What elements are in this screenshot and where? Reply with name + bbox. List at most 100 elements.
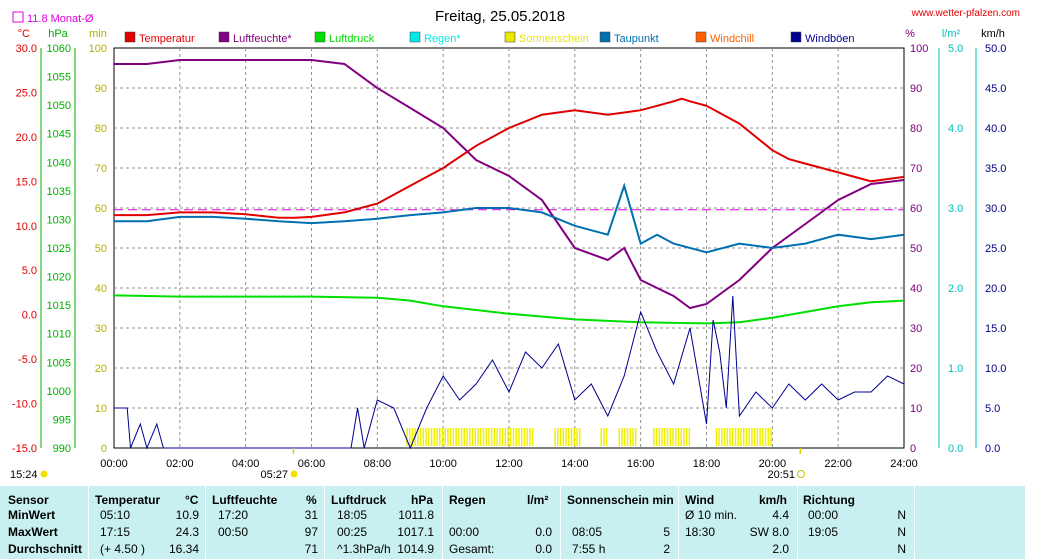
pressure-tick-label: 1040 [47, 157, 71, 169]
legend-swatch [790, 31, 802, 43]
sun-unit: min [89, 28, 107, 40]
humidity-tick-label: 50 [910, 243, 922, 255]
legend-swatch [409, 31, 421, 43]
stats-cell-dir-t: 19:05 [808, 525, 839, 539]
legend-label: Temperatur [139, 33, 195, 45]
header-humidity: Luftfeuchte [212, 493, 278, 507]
wind-tick-label: 20.0 [985, 283, 1006, 295]
wind-tick-label: 5.0 [985, 403, 1000, 415]
temp-tick-label: 5.0 [22, 265, 37, 277]
sun-tick-label: 90 [95, 83, 107, 95]
statistics-table: Sensor Temperatur °C Luftfeuchte % Luftd… [0, 486, 1025, 559]
humidity-tick-label: 40 [910, 283, 922, 295]
sun-tick-label: 20 [95, 363, 107, 375]
legend-label: Sonnenschein [519, 33, 589, 45]
stats-cell-press-t: 00:25 [337, 525, 368, 539]
pressure-tick-label: 1035 [47, 186, 71, 198]
wind-tick-label: 35.0 [985, 163, 1006, 175]
x-tick-label: 16:00 [627, 458, 655, 470]
header-humidity-unit: % [306, 493, 317, 507]
sun-tick-label: 40 [95, 283, 107, 295]
x-tick-label: 22:00 [824, 458, 852, 470]
header-wind-unit: km/h [759, 493, 788, 507]
rain-tick-label: 3.0 [948, 203, 963, 215]
sun-tick-label: 50 [95, 243, 107, 255]
temp-tick-label: 15.0 [16, 176, 37, 188]
pressure-tick-label: 1005 [47, 357, 71, 369]
legend-swatch [218, 31, 230, 43]
sun-tick-label: 70 [95, 163, 107, 175]
stats-cell-temp-t: 17:15 [100, 525, 131, 539]
wind-tick-label: 45.0 [985, 83, 1006, 95]
sun-tick-label: 100 [89, 43, 107, 55]
pressure-tick-label: 1030 [47, 214, 71, 226]
stats-cell-hum-v: 71 [304, 542, 318, 556]
axes: 30.0 25.0 20.0 15.0 10.0 5.0 0.0 -5.0 -10.0 -15.0… [12, 43, 1007, 470]
wind-tick-label: 25.0 [985, 243, 1006, 255]
temp-tick-label: 20.0 [16, 132, 37, 144]
pressure-tick-label: 1055 [47, 72, 71, 84]
rain-tick-label: 5.0 [948, 43, 963, 55]
legend-swatch [124, 31, 136, 43]
rain-tick-label: 4.0 [948, 123, 963, 135]
legend-label: Luftdruck [329, 33, 375, 45]
pressure-tick-label: 1000 [47, 386, 71, 398]
sunset-icon [797, 470, 805, 478]
header-temperature-unit: °C [185, 493, 199, 507]
stats-cell-wind-v: SW 8.0 [749, 525, 789, 539]
pressure-tick-label: 1010 [47, 329, 71, 341]
stats-row-label: Durchschnitt [8, 542, 83, 556]
sun-tick-label: 10 [95, 403, 107, 415]
stats-cell-sun-v: 5 [663, 525, 670, 539]
wind-unit: km/h [981, 28, 1005, 40]
rain-tick-label: 2.0 [948, 283, 963, 295]
stats-cell-dir-t: 00:00 [808, 508, 839, 522]
sun-tick-label: 60 [95, 203, 107, 215]
stats-cell-hum-v: 97 [304, 525, 318, 539]
temp-tick-label: 25.0 [16, 87, 37, 99]
x-tick-label: 14:00 [561, 458, 589, 470]
wind-tick-label: 10.0 [985, 363, 1006, 375]
temp-tick-label: -5.0 [18, 354, 37, 366]
x-tick-label: 06:00 [298, 458, 326, 470]
temp-unit: °C [18, 28, 30, 40]
stats-cell-temp-t: 05:10 [100, 508, 131, 522]
legend-swatch [695, 31, 707, 43]
stats-cell-temp-v: 10.9 [175, 508, 199, 522]
stats-cell-rain-v: 0.0 [535, 525, 552, 539]
series-luftdruck [113, 294, 905, 325]
stats-cell-rain-t: Gesamt: [449, 542, 495, 556]
humidity-tick-label: 90 [910, 83, 922, 95]
wind-tick-label: 15.0 [985, 323, 1006, 335]
header-temperature: Temperatur [95, 493, 161, 507]
x-tick-label: 24:00 [890, 458, 918, 470]
stats-cell-wind-t: 18:30 [685, 525, 716, 539]
stats-cell-press-t: ^1.3hPa/h [337, 542, 391, 556]
humidity-tick-label: 80 [910, 123, 922, 135]
month-average-icon [12, 11, 24, 23]
sun-tick-label: 30 [95, 323, 107, 335]
header-pressure: Luftdruck [331, 493, 387, 507]
legend-swatch [599, 31, 611, 43]
pressure-tick-label: 995 [53, 414, 71, 426]
stats-cell-sun-v: 2 [663, 542, 670, 556]
stats-cell-dir-v: N [897, 525, 906, 539]
sunshine-bars [406, 428, 772, 446]
stats-cell-rain-t: 00:00 [449, 525, 480, 539]
x-tick-label: 08:00 [364, 458, 392, 470]
stats-cell-dir-v: N [897, 508, 906, 522]
stats-row-label: MaxWert [8, 525, 58, 539]
sun-tick-label: 0 [101, 443, 107, 455]
stats-cell-dir-v: N [897, 542, 906, 556]
stats-cell-press-t: 18:05 [337, 508, 368, 522]
humidity-tick-label: 20 [910, 363, 922, 375]
pressure-tick-label: 1015 [47, 300, 71, 312]
legend-label: Windchill [710, 33, 754, 45]
sunrise-icon [290, 470, 298, 478]
pressure-tick-label: 990 [53, 443, 71, 455]
month-average-label: 11.8 Monat-Ø [27, 13, 94, 25]
stats-cell-hum-t: 00:50 [218, 525, 249, 539]
header-wind: Wind [685, 493, 715, 507]
stats-cell-temp-v: 16.34 [168, 542, 199, 556]
